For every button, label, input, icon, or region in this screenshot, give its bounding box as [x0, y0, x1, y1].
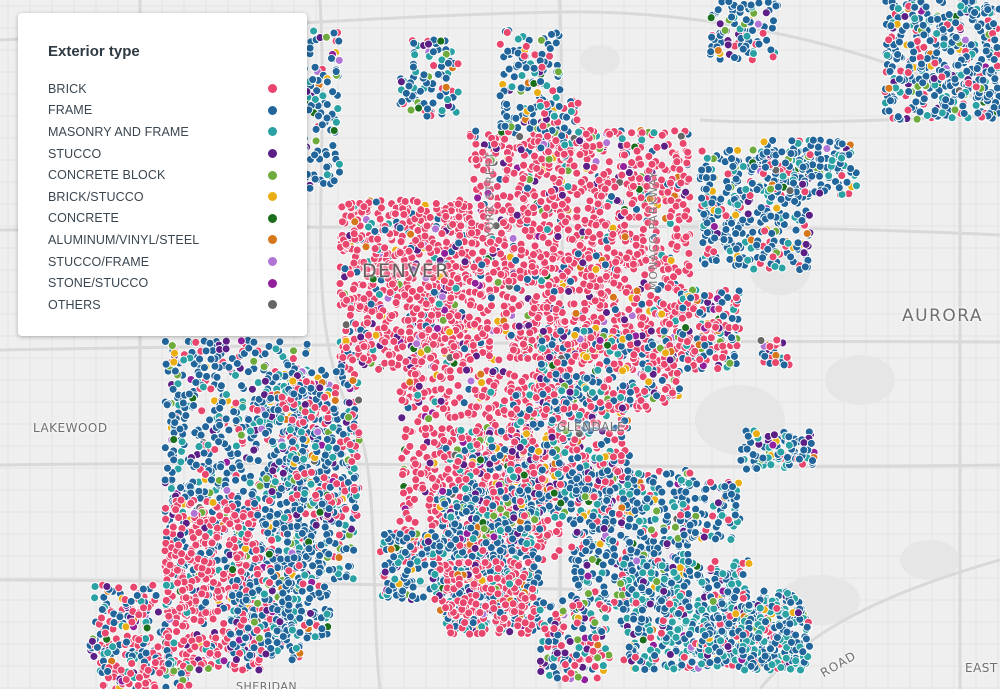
legend-label: BRICK: [48, 81, 87, 96]
legend-panel: Exterior type BRICK FRAME MASONRY AND FRAM…: [18, 13, 307, 336]
legend-label: STUCCO/FRAME: [48, 254, 150, 269]
place-label-denver: DENVER: [362, 260, 451, 282]
legend-item: STUCCO: [48, 143, 277, 165]
legend-item: OTHERS: [48, 294, 277, 316]
property-points: [85, 0, 1000, 689]
legend-item: MASONRY AND FRAME: [48, 121, 277, 143]
legend-label: STUCCO: [48, 146, 102, 161]
place-label-lakewood: LAKEWOOD: [33, 421, 108, 435]
legend-swatch: [268, 105, 277, 115]
legend-item: CONCRETE: [48, 208, 277, 230]
legend-list: BRICK FRAME MASONRY AND FRAME STUCCO CONCRET…: [48, 78, 277, 316]
legend-item: FRAME: [48, 100, 277, 122]
legend-item: BRICK: [48, 78, 277, 100]
legend-label: ALUMINUM/VINYL/STEEL: [48, 232, 200, 247]
legend-label: MASONRY AND FRAME: [48, 124, 189, 139]
legend-swatch: [268, 170, 277, 180]
place-label-aurora: AURORA: [902, 306, 984, 326]
legend-swatch: [268, 300, 277, 310]
legend-swatch: [268, 84, 277, 94]
legend-swatch: [268, 278, 277, 288]
place-label-east: EAST: [965, 661, 998, 675]
legend-label: STONE/STUCCO: [48, 276, 149, 291]
legend-title: Exterior type: [48, 43, 140, 60]
legend-label: CONCRETE BLOCK: [48, 168, 166, 183]
legend-item: CONCRETE BLOCK: [48, 164, 277, 186]
legend-label: CONCRETE: [48, 211, 119, 226]
legend-swatch: [268, 192, 277, 202]
street-label-york: YORK STREET: [483, 151, 497, 238]
legend-item: STUCCO/FRAME: [48, 251, 277, 273]
legend-swatch: [268, 257, 277, 267]
legend-item: ALUMINUM/VINYL/STEEL: [48, 229, 277, 251]
legend-item: STONE/STUCCO: [48, 272, 277, 294]
legend-swatch: [268, 127, 277, 137]
legend-label: OTHERS: [48, 297, 101, 312]
place-label-glendale: GLENDALE: [557, 420, 626, 434]
legend-swatch: [268, 213, 277, 223]
street-label-monaco: MONACO PARKWAY: [647, 170, 661, 291]
legend-label: FRAME: [48, 103, 93, 118]
legend-label: BRICK/STUCCO: [48, 189, 144, 204]
legend-item: BRICK/STUCCO: [48, 186, 277, 208]
legend-swatch: [268, 235, 277, 245]
place-label-sheridan: SHERIDAN: [236, 680, 298, 689]
legend-swatch: [268, 149, 277, 159]
